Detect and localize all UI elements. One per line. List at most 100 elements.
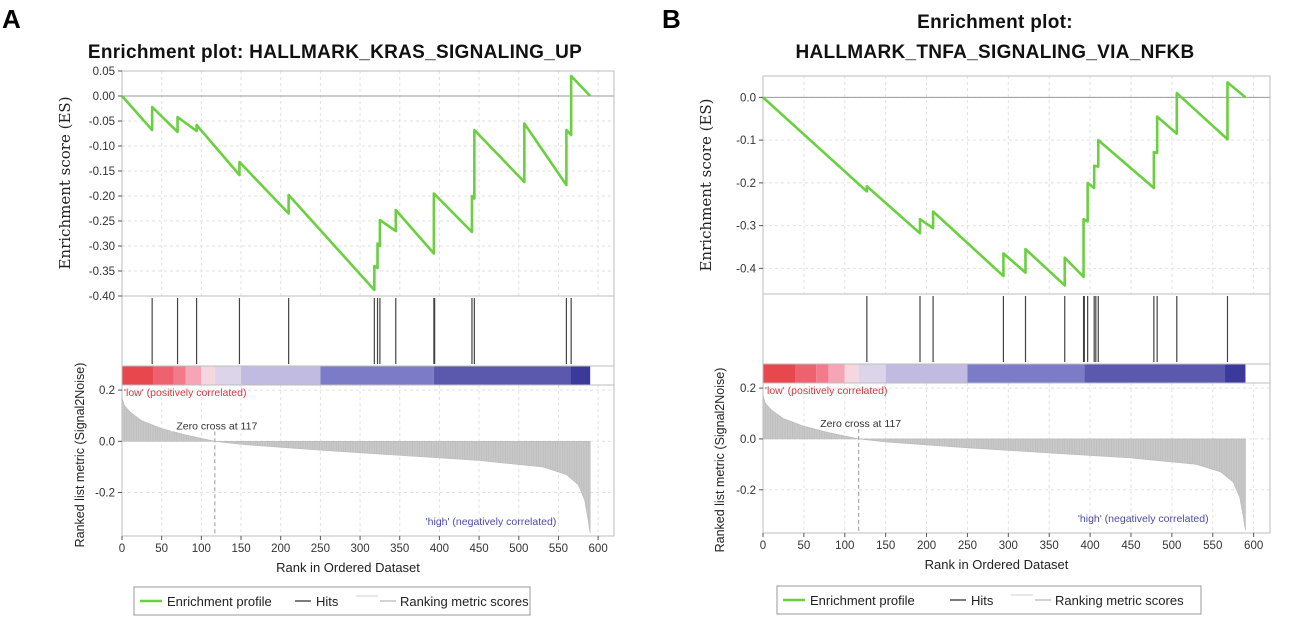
rank-ytick-label-a: 0.0 — [99, 436, 115, 448]
hits-frame-b — [762, 293, 1271, 365]
es-ytick-label-a: -0.35 — [89, 266, 115, 278]
heatmap-segment-b — [816, 364, 829, 383]
chart-title-b: Enrichment plot: HALLMARK_TNFA_SIGNALING… — [700, 8, 1290, 68]
heatmap-segment-b — [1084, 364, 1226, 383]
xtick-label-b: 300 — [999, 540, 1018, 552]
xtick-label-a: 0 — [119, 543, 125, 555]
chart-title-b-line-2: HALLMARK_TNFA_SIGNALING_VIA_NFKB — [795, 42, 1195, 63]
rank-ylabel-b: Ranked list metric (Signal2Noise) — [713, 368, 727, 553]
zero-cross-label-b: Zero cross at 117 — [820, 418, 901, 430]
heatmap-segment-a — [201, 366, 215, 385]
low-correlated-label-a: 'low' (positively correlated) — [124, 387, 246, 399]
heatmap-segment-a — [241, 366, 321, 385]
xtick-label-b: 150 — [876, 540, 895, 552]
hits-frame-a — [121, 295, 615, 367]
legend-hits-label-b: Hits — [971, 593, 994, 608]
xtick-label-b: 600 — [1244, 540, 1263, 552]
es-ytick-label-b: -0.1 — [736, 135, 756, 147]
es-ytick-label-a: -0.30 — [89, 241, 115, 253]
rank-ytick-label-b: 0.0 — [740, 434, 756, 446]
heatmap-segment-a — [214, 366, 242, 385]
rank-ylabel-a: Ranked list metric (Signal2Noise) — [73, 363, 87, 548]
xlabel-b: Rank in Ordered Dataset — [925, 557, 1069, 572]
panel-label-a: A — [2, 4, 21, 34]
high-correlated-label-a: 'high' (negatively correlated) — [426, 516, 557, 528]
xtick-label-b: 450 — [1121, 540, 1140, 552]
xtick-label-b: 250 — [958, 540, 977, 552]
zero-cross-label-bg-b — [814, 415, 907, 429]
es-ytick-label-a: -0.15 — [89, 166, 115, 178]
xtick-label-b: 50 — [797, 540, 810, 552]
heatmap-segment-b — [828, 364, 845, 383]
heatmap-segment-a — [173, 366, 186, 385]
heatmap-segment-b — [858, 364, 886, 383]
es-ylabel-b: Enrichment score (ES) — [697, 98, 715, 271]
es-ytick-label-b: -0.3 — [736, 221, 756, 233]
heatmap-segment-b — [844, 364, 859, 383]
es-ylabel-a: Enrichment score (ES) — [56, 96, 74, 269]
high-correlated-label-b: 'high' (negatively correlated) — [1078, 513, 1209, 525]
es-ytick-label-a: 0.00 — [93, 91, 115, 103]
es-ytick-label-a: -0.05 — [89, 116, 115, 128]
heatmap-segment-a — [122, 366, 154, 385]
chart-title-b-line-1: Enrichment plot: — [917, 12, 1073, 33]
xtick-label-a: 300 — [350, 543, 369, 555]
heatmap-segment-a — [433, 366, 571, 385]
heatmap-segment-a — [153, 366, 174, 385]
heatmap-segment-b — [1225, 364, 1246, 383]
enrichment-profile-line-b — [762, 81, 1247, 287]
enrichment-plot-b: 0.0 -0.1 -0.2 -0.3 -0.4 Enrichment score (ES)… — [697, 75, 1271, 615]
es-frame-a — [121, 70, 615, 297]
heatmap-segment-b — [967, 364, 1085, 383]
heatmap-segment-b — [885, 364, 968, 383]
xtick-label-a: 450 — [470, 543, 489, 555]
xtick-label-a: 200 — [271, 543, 290, 555]
xtick-label-b: 100 — [835, 540, 854, 552]
rank-ytick-label-a: 0.2 — [99, 385, 115, 397]
xtick-label-a: 50 — [155, 543, 168, 555]
xtick-label-a: 550 — [549, 543, 568, 555]
xtick-label-b: 400 — [1081, 540, 1100, 552]
rank-ytick-label-a: -0.2 — [95, 487, 115, 499]
chart-title-a: Enrichment plot: HALLMARK_KRAS_SIGNALING… — [40, 38, 630, 68]
legend-box-a — [133, 586, 531, 616]
xtick-label-a: 600 — [589, 543, 608, 555]
ranked-metric-area-a — [121, 397, 591, 534]
legend-ranked-label-b: Ranking metric scores — [1055, 593, 1184, 608]
xlabel-a: Rank in Ordered Dataset — [276, 560, 420, 575]
heatmap-frame-b — [762, 363, 1271, 384]
es-ytick-label-b: -0.4 — [736, 263, 756, 275]
panel-label-b: B — [662, 4, 681, 34]
legend-profile-label-b: Enrichment profile — [810, 593, 915, 608]
heatmap-segment-a — [185, 366, 202, 385]
low-correlated-label-b: 'low' (positively correlated) — [765, 385, 887, 397]
chart-title-a-line-1: Enrichment plot: HALLMARK_KRAS_SIGNALING… — [87, 42, 583, 63]
xtick-label-a: 250 — [311, 543, 330, 555]
xtick-label-a: 500 — [509, 543, 528, 555]
zero-cross-label-a: Zero cross at 117 — [176, 420, 257, 432]
rank-ytick-label-b: 0.2 — [740, 383, 756, 395]
es-ytick-label-b: -0.2 — [736, 178, 756, 190]
rank-ytick-label-b: -0.2 — [736, 485, 756, 497]
legend-profile-label-a: Enrichment profile — [167, 594, 272, 609]
heatmap-segment-a — [320, 366, 434, 385]
es-ytick-label-a: -0.25 — [89, 216, 115, 228]
legend-ranked-label-a: Ranking metric scores — [400, 594, 529, 609]
heatmap-frame-a — [121, 365, 615, 386]
zero-cross-label-bg-a — [170, 418, 263, 432]
xtick-label-b: 0 — [760, 540, 766, 552]
enrichment-profile-line-a — [121, 74, 592, 292]
xtick-label-b: 550 — [1203, 540, 1222, 552]
legend-box-b — [776, 585, 1202, 615]
heatmap-segment-a — [570, 366, 591, 385]
xtick-label-b: 350 — [1040, 540, 1059, 552]
es-ytick-label-a: -0.20 — [89, 191, 115, 203]
enrichment-plot-a: 0.050.00-0.05-0.10-0.15-0.20-0.25-0.30-0… — [56, 66, 615, 616]
es-ytick-label-a: -0.10 — [89, 141, 115, 153]
es-ytick-label-a: 0.05 — [93, 66, 115, 78]
xtick-label-b: 200 — [917, 540, 936, 552]
ranked-metric-area-b — [762, 395, 1246, 531]
heatmap-segment-b — [763, 364, 796, 383]
es-ytick-label-a: -0.40 — [89, 291, 115, 303]
